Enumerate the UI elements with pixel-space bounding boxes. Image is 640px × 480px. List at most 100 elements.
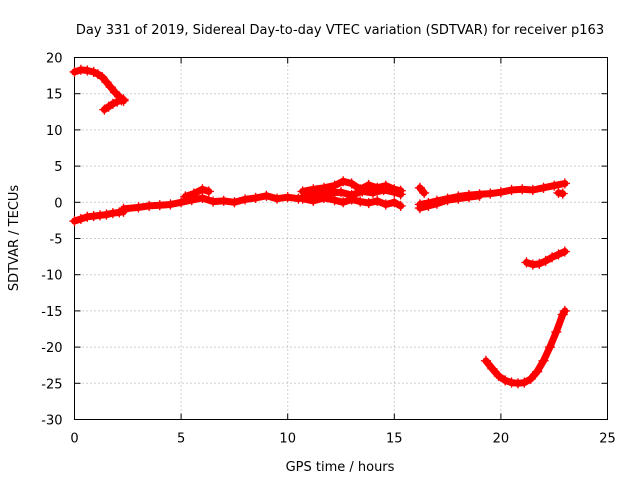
series-arc-6 <box>297 176 406 197</box>
data-point <box>463 192 475 203</box>
data-point <box>495 186 507 198</box>
data-point <box>154 199 165 211</box>
data-point <box>553 249 564 260</box>
data-point <box>414 202 426 214</box>
series-arc-9 <box>414 190 485 214</box>
data-point <box>207 196 219 207</box>
data-point <box>88 210 99 222</box>
data-point <box>474 190 485 201</box>
data-point <box>107 98 119 110</box>
data-point <box>175 197 187 208</box>
y-tick-label: 0 <box>54 196 62 211</box>
data-point <box>107 207 119 219</box>
series-arc-10 <box>414 182 430 199</box>
y-axis-label: SDTVAR / TECUs <box>7 185 22 292</box>
y-tick-label: 10 <box>46 124 63 139</box>
data-point <box>337 197 349 208</box>
data-point <box>337 176 349 187</box>
x-tick-label: 25 <box>599 432 616 447</box>
data-point <box>544 341 556 353</box>
data-point <box>346 194 357 205</box>
series-line <box>416 184 428 197</box>
y-tick-label: -25 <box>41 377 62 392</box>
data-point <box>414 182 426 194</box>
data-point <box>380 180 391 191</box>
data-point <box>133 202 144 213</box>
series-arc-11 <box>553 187 568 199</box>
data-point <box>88 66 99 78</box>
data-point <box>82 211 93 222</box>
x-tick-label: 15 <box>386 432 403 447</box>
data-point <box>69 215 80 227</box>
data-point <box>534 258 545 270</box>
x-tick-label: 0 <box>70 432 78 447</box>
data-point <box>453 193 464 204</box>
data-point <box>372 195 383 207</box>
y-tick-label: -10 <box>41 269 62 284</box>
data-point <box>527 259 539 270</box>
data-point <box>69 66 80 78</box>
data-point <box>485 188 496 199</box>
data-point <box>271 193 283 204</box>
data-point <box>203 186 215 197</box>
data-point <box>363 197 374 209</box>
series-arc-7 <box>297 192 406 212</box>
data-point <box>75 64 87 76</box>
data-point <box>549 180 560 191</box>
series-arc-1 <box>69 64 129 107</box>
data-point <box>506 184 517 196</box>
data-point <box>75 213 87 225</box>
data-point <box>188 188 200 199</box>
data-point <box>512 378 524 389</box>
data-point <box>372 182 383 194</box>
data-point <box>101 209 112 220</box>
data-point <box>308 195 319 207</box>
data-point <box>335 186 347 198</box>
data-point <box>197 192 208 204</box>
data-point <box>527 184 539 196</box>
series-line <box>181 185 213 200</box>
data-point <box>442 194 453 206</box>
series-arc-13 <box>480 305 571 389</box>
data-point <box>480 355 492 367</box>
data-point <box>318 182 330 194</box>
data-point <box>111 96 123 107</box>
data-point <box>229 197 240 208</box>
series-arc-5 <box>180 184 215 202</box>
x-axis-label: GPS time / hours <box>286 460 395 475</box>
data-point <box>354 196 366 207</box>
x-tick-label: 10 <box>279 432 296 447</box>
data-point <box>105 81 116 93</box>
data-point <box>380 199 391 210</box>
data-point <box>329 180 340 191</box>
data-point <box>180 191 191 202</box>
chart-title: Day 331 of 2019, Sidereal Day-to-day VTE… <box>76 23 604 38</box>
data-point <box>499 375 511 386</box>
y-tick-label: 20 <box>46 52 63 67</box>
data-point <box>546 252 558 263</box>
data-point <box>540 255 551 267</box>
series-line <box>482 307 569 387</box>
x-tick-label: 5 <box>177 432 185 447</box>
data-point <box>239 194 251 205</box>
data-point <box>308 184 319 195</box>
data-point <box>551 326 562 338</box>
plot-frame <box>74 57 608 420</box>
y-tick-label: -5 <box>50 233 63 248</box>
data-point <box>109 87 121 98</box>
data-point <box>389 184 400 195</box>
series-arc-12 <box>521 246 571 270</box>
data-point <box>346 178 357 189</box>
data-point <box>101 76 112 88</box>
data-point <box>94 210 106 221</box>
data-point <box>559 305 571 317</box>
data-point <box>218 195 229 207</box>
data-point <box>250 192 261 204</box>
data-point <box>165 199 176 210</box>
data-point <box>553 187 564 199</box>
data-point <box>118 203 129 215</box>
x-tick-label: 20 <box>493 432 510 447</box>
series-arc-3 <box>69 206 129 227</box>
data-point <box>519 377 530 388</box>
